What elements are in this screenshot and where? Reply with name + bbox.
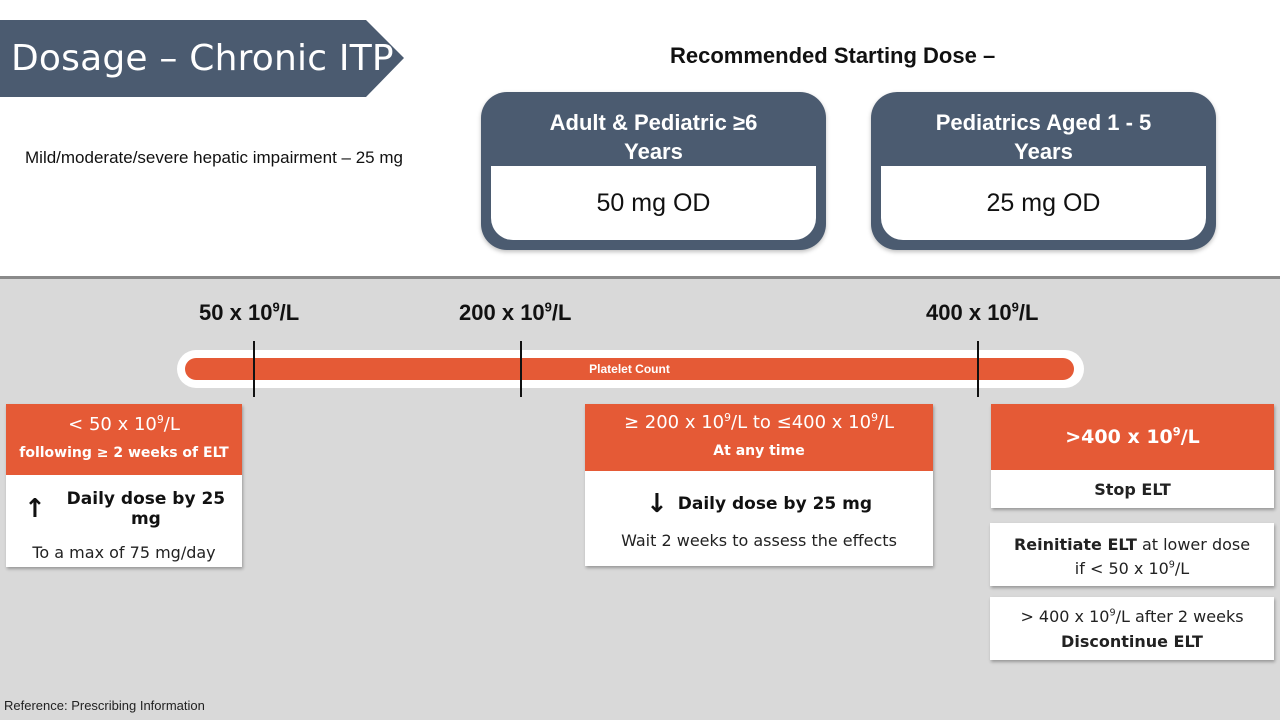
card-heading-line2: Years [624,139,683,164]
increase-dose-text: Daily dose by 25 mg [66,489,226,529]
pediatric-dose-card: Pediatrics Aged 1 - 5 Years 25 mg OD [871,92,1216,250]
hepatic-note: Mild/moderate/severe hepatic impairment … [25,148,403,167]
low-count-box: < 50 x 109/L following ≥ 2 weeks of ELT … [6,404,242,567]
reinitiate-box: Reinitiate ELT at lower dose if < 50 x 1… [990,523,1274,586]
card-heading: Adult & Pediatric ≥6 Years [481,108,826,166]
tick-50 [253,341,255,397]
mid-count-box: ≥ 200 x 109/L to ≤400 x 109/L At any tim… [585,404,933,566]
page-title: Dosage – Chronic ITP [11,38,394,79]
decrease-dose-row: ↓ Daily dose by 25 mg [585,489,933,519]
recommended-dose-heading: Recommended Starting Dose – [670,43,996,68]
tick-400 [977,341,979,397]
platelet-bar: Platelet Count [185,358,1074,380]
card-dose: 50 mg OD [491,166,816,240]
discontinue-elt-text: Discontinue ELT [1061,632,1203,651]
max-dose-note: To a max of 75 mg/day [32,543,216,562]
platelet-bar-label: Platelet Count [589,362,670,376]
mid-count-subheader: At any time [713,443,805,459]
card-dose: 25 mg OD [881,166,1206,240]
high-count-box: >400 x 109/L Stop ELT [991,404,1274,508]
arrow-up-icon: ↑ [24,494,46,524]
card-heading: Pediatrics Aged 1 - 5 Years [871,108,1216,166]
adult-dose-card: Adult & Pediatric ≥6 Years 50 mg OD [481,92,826,250]
tick-label-50: 50 x 109/L [199,299,300,325]
reinitiate-rest: at lower dose [1136,535,1251,554]
wait-note: Wait 2 weeks to assess the effects [621,531,897,550]
high-count-header: >400 x 109/L [991,404,1274,470]
tick-200 [520,341,522,397]
low-count-subheader: following ≥ 2 weeks of ELT [19,445,229,461]
reinitiate-condition: if < 50 x 109/L [1074,559,1190,578]
tick-label-400: 400 x 109/L [926,299,1039,325]
mid-count-header: ≥ 200 x 109/L to ≤400 x 109/L At any tim… [585,404,933,471]
decrease-dose-text: Daily dose by 25 mg [677,494,873,514]
reinitiate-bold: Reinitiate ELT [1013,535,1137,554]
stop-elt-text: Stop ELT [1094,480,1171,499]
low-count-header: < 50 x 109/L following ≥ 2 weeks of ELT [6,404,242,475]
tick-label-200: 200 x 109/L [459,299,572,325]
discontinue-box: > 400 x 109/L after 2 weeks Discontinue … [990,597,1274,660]
increase-dose-row: ↑ Daily dose by 25 mg [6,489,242,529]
card-heading-line1: Pediatrics Aged 1 - 5 [935,110,1152,135]
arrow-down-icon: ↓ [645,489,668,519]
reference-note: Reference: Prescribing Information [4,698,205,713]
title-banner: Dosage – Chronic ITP [0,20,404,97]
card-heading-line1: Adult & Pediatric ≥6 [549,110,758,135]
discontinue-condition: > 400 x 109/L after 2 weeks [1020,607,1244,626]
card-heading-line2: Years [1014,139,1073,164]
